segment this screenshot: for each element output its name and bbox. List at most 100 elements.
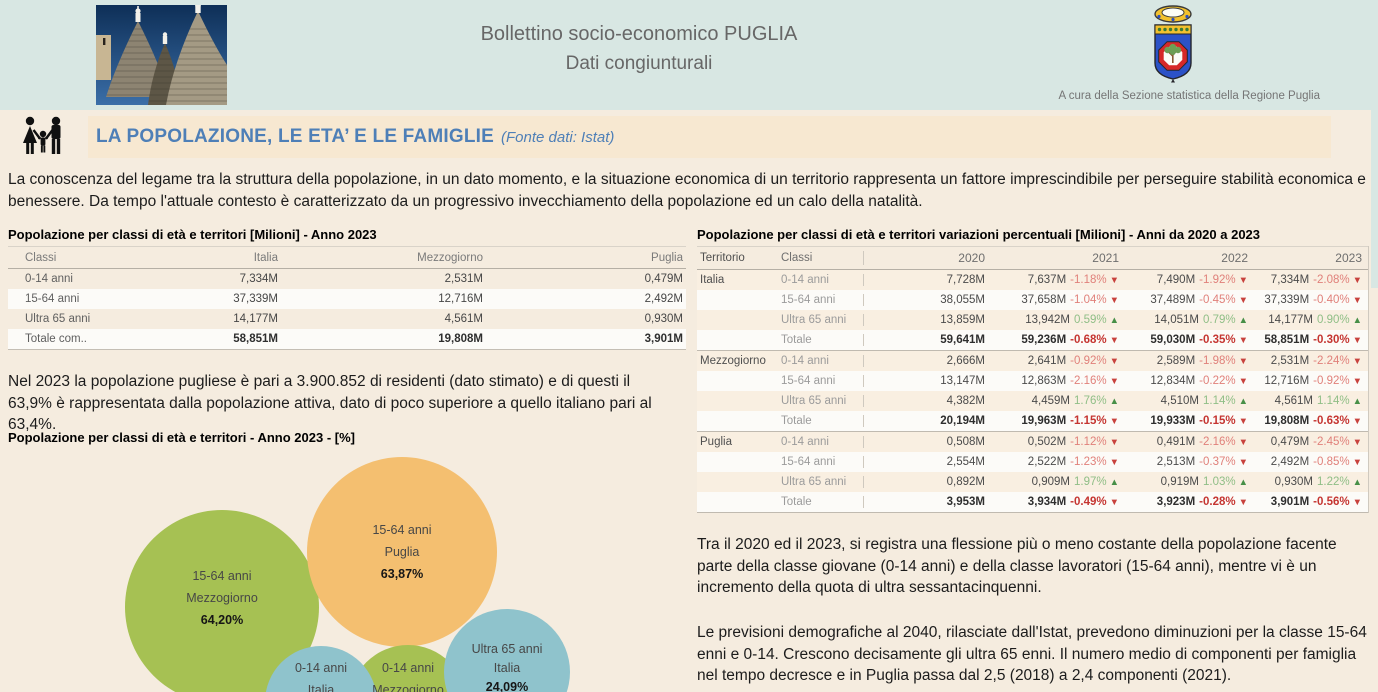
- class-label: Ultra 65 anni: [781, 314, 847, 326]
- cell-value: 4,561M: [444, 313, 483, 325]
- table-row: 0-14 anni 7,334M 2,531M 0,479M: [8, 269, 686, 289]
- cell-value: 12,716M: [438, 293, 483, 305]
- cell-value: 14,177M: [233, 313, 278, 325]
- bubble-label: 0-14 anni Mezzogiorno: [372, 661, 444, 692]
- cell-value: 7,637M -1.18% ▼: [1027, 274, 1119, 286]
- column-header: Classi: [25, 251, 57, 264]
- trend-down-icon: ▼: [1109, 335, 1119, 346]
- cell-value: 2,531M: [444, 273, 483, 285]
- cell-value: 0,930M: [644, 313, 683, 325]
- trend-down-icon: ▼: [1109, 376, 1119, 387]
- cell-value: 0,508M: [863, 436, 990, 448]
- territory-label: Mezzogiorno: [700, 355, 766, 367]
- cell-value: 7,728M: [863, 274, 990, 286]
- trend-down-icon: ▼: [1109, 275, 1119, 286]
- trend-up-icon: ▲: [1109, 477, 1119, 488]
- closing-paragraph-2: Le previsioni demografiche al 2040, rila…: [697, 624, 1367, 684]
- bulletin-title-line2: Dati congiunturali: [565, 53, 713, 74]
- bubble-chart-title: Popolazione per classi di età e territor…: [8, 430, 355, 445]
- trend-down-icon: ▼: [1352, 457, 1362, 468]
- intro-paragraph: La conoscenza del legame tra la struttur…: [8, 171, 1366, 210]
- cell-value: 0,491M -2.16% ▼: [1156, 436, 1248, 448]
- class-label: Totale: [781, 415, 812, 427]
- trend-down-icon: ▼: [1352, 437, 1362, 448]
- column-header: 2022: [1221, 251, 1248, 265]
- cell-value: 0,930M 1.22% ▲: [1274, 476, 1362, 488]
- bubble-15-64-puglia: [307, 457, 497, 647]
- trend-down-icon: ▼: [1238, 437, 1248, 448]
- trend-up-icon: ▲: [1109, 396, 1119, 407]
- cell-value: 38,055M: [863, 294, 990, 306]
- population-2023-table: Classi Italia Mezzogiorno Puglia 0-14 an…: [8, 246, 686, 350]
- table-header-row: Territorio Classi 2020 2021 2022 2023: [697, 246, 1368, 270]
- table-total-row: Totale 20,194M 19,963M -1.15% ▼ 19,933M -0.…: [697, 411, 1368, 431]
- cell-value: 37,489M -0.45% ▼: [1150, 294, 1248, 306]
- cell-value: 2,531M -2.24% ▼: [1270, 355, 1362, 367]
- class-label: 15-64 anni: [781, 294, 836, 306]
- cell-value: 37,339M: [233, 293, 278, 305]
- puglia-coat-of-arms-icon: [1147, 3, 1199, 92]
- trend-down-icon: ▼: [1352, 295, 1362, 306]
- credit-line: A cura della Sezione statistica della Re…: [1058, 90, 1320, 102]
- cell-value: 19,808M: [438, 333, 483, 345]
- variations-table-title: Popolazione per classi di età e territor…: [697, 227, 1261, 242]
- bubble-label: 15-64 anni Puglia 63,87%: [372, 523, 432, 581]
- cell-value: 4,561M 1.14% ▲: [1274, 395, 1362, 407]
- cell-value: 20,194M: [863, 415, 990, 427]
- table-total-row: Totale com.. 58,851M 19,808M 3,901M: [8, 329, 686, 350]
- column-header: 2020: [863, 251, 990, 265]
- trend-down-icon: ▼: [1238, 416, 1248, 427]
- class-label: 15-64 anni: [25, 293, 80, 305]
- trend-up-icon: ▲: [1109, 315, 1119, 326]
- column-header: Mezzogiorno: [417, 251, 483, 264]
- cell-value: 37,658M -1.04% ▼: [1021, 294, 1119, 306]
- cell-value: 2,492M -0.85% ▼: [1270, 456, 1362, 468]
- table-row: 15-64 anni 38,055M 37,658M -1.04% ▼ 37,489…: [697, 290, 1368, 310]
- table-total-row: Totale 3,953M 3,934M -0.49% ▼ 3,923M -0.28%…: [697, 492, 1368, 513]
- trend-down-icon: ▼: [1109, 437, 1119, 448]
- cell-value: 13,942M 0.59% ▲: [1025, 314, 1119, 326]
- cell-value: 2,666M: [863, 355, 990, 367]
- table-row: Puglia 0-14 anni 0,508M 0,502M -1.12% ▼ 0,…: [697, 431, 1368, 452]
- trend-down-icon: ▼: [1352, 275, 1362, 286]
- cell-value: 58,851M: [233, 333, 278, 345]
- class-label: Ultra 65 anni: [781, 476, 847, 488]
- cell-value: 0,909M 1.97% ▲: [1031, 476, 1119, 488]
- trulli-photo: [96, 2, 227, 105]
- class-label: Totale: [781, 496, 812, 508]
- trend-down-icon: ▼: [1109, 416, 1119, 427]
- section-title-band: LA POPOLAZIONE, LE ETA’ E LE FAMIGLIE (F…: [88, 116, 1331, 158]
- family-icon: [20, 116, 66, 158]
- class-label: 15-64 anni: [781, 375, 836, 387]
- bulletin-title: Bollettino socio-economico PUGLIA Dati c…: [0, 20, 1278, 78]
- trend-up-icon: ▲: [1238, 315, 1248, 326]
- class-label: Totale com..: [25, 333, 87, 345]
- trend-down-icon: ▼: [1109, 295, 1119, 306]
- table-header-row: Classi Italia Mezzogiorno Puglia: [8, 246, 686, 269]
- cell-value: 19,808M -0.63% ▼: [1264, 415, 1362, 427]
- table-total-row: Totale 59,641M 59,236M -0.68% ▼ 59,030M -0.…: [697, 330, 1368, 350]
- bubble-label: 15-64 anni Mezzogiorno 64,20%: [186, 569, 258, 627]
- cell-value: 2,554M: [863, 456, 990, 468]
- cell-value: 7,334M -2.08% ▼: [1270, 274, 1362, 286]
- cell-value: 37,339M -0.40% ▼: [1264, 294, 1362, 306]
- table-row: Ultra 65 anni 0,892M 0,909M 1.97% ▲ 0,919M…: [697, 472, 1368, 492]
- cell-value: 3,901M: [644, 333, 683, 345]
- trend-up-icon: ▲: [1352, 315, 1362, 326]
- section-title: LA POPOLAZIONE, LE ETA’ E LE FAMIGLIE: [96, 126, 494, 147]
- cell-value: 2,513M -0.37% ▼: [1156, 456, 1248, 468]
- class-label: 0-14 anni: [781, 355, 829, 367]
- note-2023-paragraph: Nel 2023 la popolazione pugliese è pari …: [8, 373, 652, 433]
- territory-label: Italia: [700, 274, 725, 286]
- cell-value: 59,236M -0.68% ▼: [1021, 334, 1119, 346]
- cell-value: 0,479M -2.45% ▼: [1270, 436, 1362, 448]
- territory-label: Puglia: [700, 436, 732, 448]
- trend-down-icon: ▼: [1238, 497, 1248, 508]
- cell-value: 14,051M 0.79% ▲: [1154, 314, 1248, 326]
- cell-value: 4,382M: [863, 395, 990, 407]
- cell-value: 2,589M -1.98% ▼: [1156, 355, 1248, 367]
- cell-value: 59,641M: [863, 334, 990, 346]
- cell-value: 13,147M: [863, 375, 990, 387]
- trend-down-icon: ▼: [1352, 356, 1362, 367]
- trend-up-icon: ▲: [1352, 396, 1362, 407]
